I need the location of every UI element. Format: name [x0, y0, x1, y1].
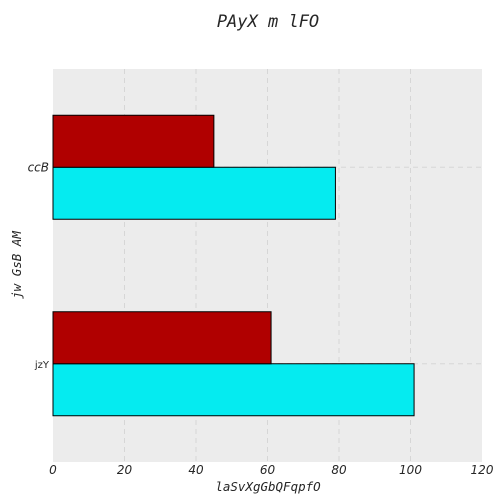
- bars: [52, 114, 415, 417]
- y-category-labels: jzY ccB: [28, 160, 50, 371]
- y-axis-label: jw GsB AM: [9, 231, 24, 299]
- x-tick-label-3: 60: [260, 463, 276, 477]
- x-tick-label-6: 120: [471, 463, 494, 477]
- x-tick-label-1: 20: [117, 463, 133, 477]
- y-category-label-1: ccB: [28, 160, 49, 174]
- bar-series1-jzY: [52, 311, 272, 365]
- bar-series1-ccB: [52, 114, 215, 168]
- bar-series0-ccB: [52, 166, 336, 220]
- x-tick-labels: 0 20 40 60 80 100 120: [49, 463, 494, 477]
- x-axis-label: laSvXgGbQFqpfO: [215, 479, 321, 494]
- y-category-label-0: jzY: [34, 360, 50, 371]
- x-tick-label-0: 0: [49, 463, 57, 477]
- x-tick-label-4: 80: [331, 463, 347, 477]
- bar-series0-jzY: [52, 363, 415, 417]
- x-tick-label-5: 100: [399, 463, 422, 477]
- x-tick-label-2: 40: [188, 463, 204, 477]
- chart-title: PAyX m lFO: [217, 12, 319, 32]
